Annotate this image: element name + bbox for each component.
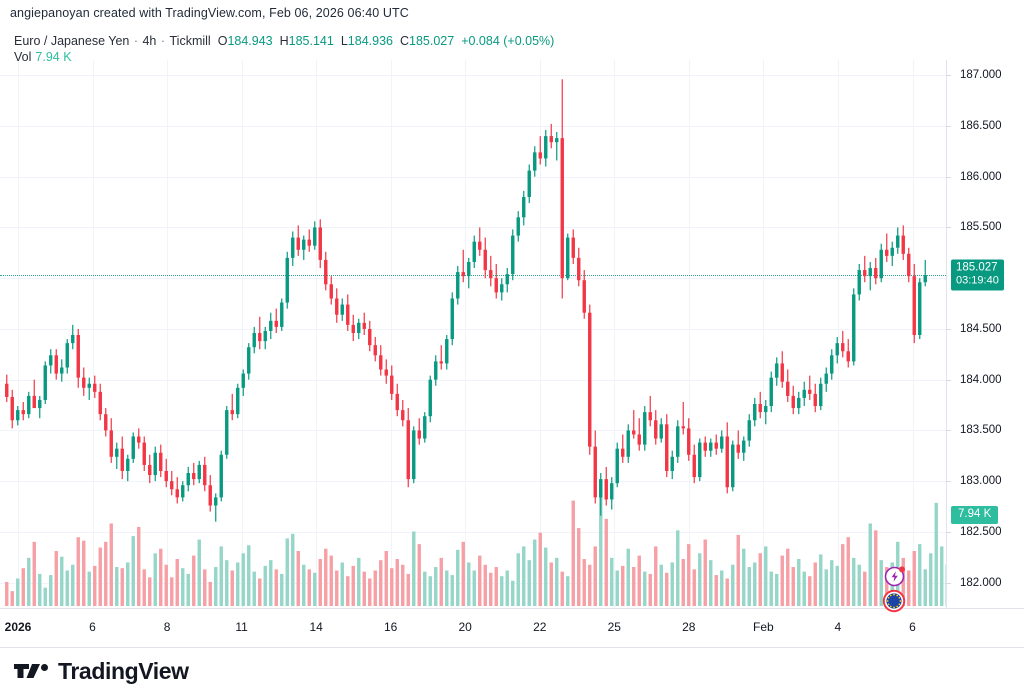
grid-line-horizontal [0, 227, 946, 229]
time-axis-label: 16 [384, 620, 398, 634]
grid-line-vertical [316, 60, 318, 608]
grid-line-horizontal [0, 126, 946, 127]
price-tick-mark [946, 328, 951, 330]
legend-change-value: +0.084 (+0.05%) [461, 34, 555, 48]
legend-volume-value: 7.94 K [35, 50, 72, 64]
grid-line-horizontal [0, 531, 946, 533]
legend-high-label: H [279, 34, 289, 48]
price-tick-label: 186.000 [960, 170, 1002, 183]
legend-symbol[interactable]: Euro / Japanese Yen [14, 34, 130, 48]
grid-line-vertical [465, 60, 467, 608]
tradingview-wordmark: TradingView [58, 658, 189, 684]
price-tick-mark [946, 227, 951, 229]
grid-line-vertical [688, 60, 690, 608]
grid-line-vertical [539, 60, 541, 608]
grid-line-vertical [390, 60, 392, 608]
time-axis-label: 6 [909, 620, 916, 634]
time-axis-separator-bottom [0, 647, 1024, 648]
time-axis-label: 20 [458, 620, 472, 634]
time-axis-label: Feb [753, 620, 774, 634]
grid-line-vertical [614, 60, 616, 608]
price-tick-label: 182.500 [960, 525, 1002, 538]
price-axis-separator [946, 60, 947, 608]
current-price-badge[interactable]: 185.027 03:19:40 [951, 259, 1004, 291]
price-tick-label: 184.000 [960, 373, 1002, 386]
price-tick-mark [946, 75, 951, 77]
time-axis[interactable]: 2026 6 8 11 14 16 20 22 25 28 Feb 4 6 [0, 608, 1024, 648]
current-price-value: 185.027 [956, 261, 998, 274]
chart-legend: Euro / Japanese Yen · 4h · Tickmill O184.… [14, 33, 554, 65]
volume-badge[interactable]: 7.94 K [951, 506, 999, 524]
time-axis-separator-top [0, 608, 1024, 609]
grid-line-horizontal [0, 379, 946, 381]
price-tick-mark [946, 481, 951, 483]
time-axis-label: 14 [309, 620, 323, 634]
candlestick-series [5, 79, 946, 606]
legend-close-label: C [399, 34, 410, 48]
price-tick-mark [946, 379, 951, 381]
grid-line-horizontal [0, 430, 946, 432]
chart-pane[interactable] [0, 60, 946, 608]
grid-line-horizontal [0, 176, 946, 178]
time-axis-label: 4 [834, 620, 842, 634]
grid-line-vertical [241, 60, 243, 608]
grid-line-vertical [18, 60, 19, 608]
grid-line-vertical [763, 60, 765, 608]
grid-line-vertical [167, 60, 169, 608]
grid-line-vertical [92, 60, 94, 608]
legend-open-value: 184.943 [227, 34, 273, 48]
grid-line-horizontal [0, 328, 946, 330]
legend-high-value: 185.141 [288, 34, 334, 48]
price-tick-label: 186.500 [960, 120, 1002, 132]
legend-low-value: 184.936 [347, 34, 393, 48]
grid-line-horizontal [0, 75, 946, 77]
legend-exchange: Tickmill [169, 34, 211, 48]
grid-line-vertical [837, 60, 839, 608]
tradingview-mark-icon [14, 664, 48, 678]
time-axis-label: 25 [607, 620, 621, 634]
lightning-bolt-icon[interactable] [884, 565, 906, 587]
legend-volume-label: Vol [14, 50, 32, 64]
time-axis-label: 22 [533, 620, 547, 634]
price-tick-mark [946, 176, 951, 178]
price-tick-label: 184.500 [960, 322, 1002, 335]
price-tick-mark [946, 430, 951, 432]
attribution-text: angiepanoyan created with TradingView.co… [10, 6, 409, 20]
legend-main-row: Euro / Japanese Yen · 4h · Tickmill O184.… [14, 34, 555, 48]
legend-interval[interactable]: 4h [142, 34, 157, 48]
price-tick-label: 183.000 [960, 475, 1002, 488]
time-axis-label: 6 [89, 620, 96, 634]
legend-open-label: O [217, 34, 228, 48]
time-axis-label: 11 [235, 620, 248, 634]
price-tick-label: 187.000 [960, 69, 1002, 82]
tradingview-logo[interactable]: TradingView [14, 658, 189, 684]
price-tick-mark [946, 582, 951, 584]
eu-flag-icon[interactable] [882, 589, 906, 613]
current-price-line [0, 275, 946, 277]
price-axis[interactable]: 187.000 186.500 186.000 185.500 184.500 184.0… [946, 60, 1024, 608]
bar-countdown: 03:19:40 [956, 274, 999, 287]
price-tick-mark [946, 531, 951, 533]
price-tick-mark [946, 126, 951, 127]
legend-close-value: 185.027 [409, 34, 455, 48]
legend-volume-row: Vol 7.94 K [14, 49, 554, 65]
footer: TradingView [0, 648, 1024, 696]
legend-low-label: L [340, 34, 348, 48]
price-tick-label: 183.500 [960, 424, 1002, 437]
price-tick-label: 185.500 [960, 221, 1002, 234]
time-axis-label: 8 [163, 620, 171, 634]
price-tick-label: 182.000 [960, 576, 1002, 589]
grid-line-horizontal [0, 481, 946, 483]
grid-line-horizontal [0, 278, 946, 280]
time-axis-label: 2026 [4, 620, 32, 634]
time-axis-label: 28 [682, 620, 696, 634]
